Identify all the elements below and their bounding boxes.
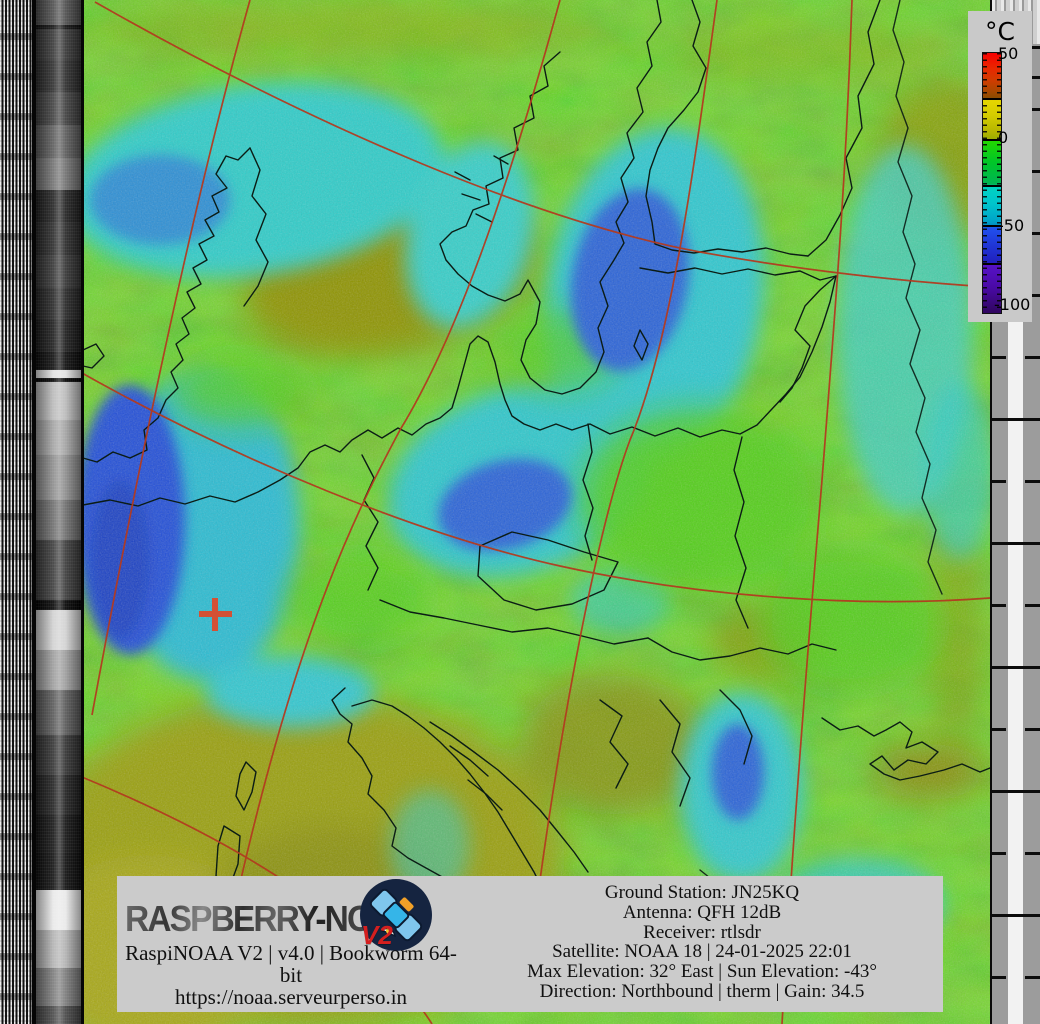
colorbar-separator — [983, 225, 1001, 227]
colorbar-separator — [983, 185, 1001, 187]
apt-sync-banding — [0, 0, 32, 1024]
legend-tick-label: 50 — [998, 44, 1019, 63]
graticule-parallel — [94, 1, 991, 288]
colorbar-separator — [983, 139, 1001, 141]
apt-telemetry-wedges — [36, 0, 81, 1024]
graticule-meridian — [237, 0, 561, 893]
colorbar-separator — [983, 98, 1001, 100]
ground-station-marker-icon — [199, 598, 232, 631]
temperature-legend: °C 50 0 -50 -100 — [968, 11, 1032, 322]
legend-tick-label: 0 — [998, 128, 1009, 147]
station-url: https://noaa.serveurperso.in — [174, 985, 408, 1009]
software-version-line-2: bit — [279, 963, 303, 987]
graticule-lines — [81, 0, 991, 1024]
station-info-panel: RASPBERRY-NOAA V2 RaspiNOAA V2 | v4.0 | … — [117, 876, 943, 1012]
apt-telemetry-shading — [36, 0, 81, 1024]
graticule-parallel — [81, 372, 991, 603]
software-version-line-1: RaspiNOAA V2 | v4.0 | Bookworm 64- — [125, 941, 457, 965]
legend-tick-label: -100 — [994, 295, 1031, 314]
raspberry-noaa-logo-wordmark: RASPBERRY-NOAA — [125, 898, 418, 939]
legend-title: °C — [985, 17, 1015, 46]
graticule-meridian — [539, 0, 718, 881]
apt-strip-divider — [32, 0, 36, 1024]
graticule-meridian — [781, 0, 853, 1024]
station-software-block: RaspiNOAA V2 | v4.0 | Bookworm 64- bit h… — [117, 942, 465, 1008]
satellite-pass-line: Satellite: NOAA 18 | 24-01-2025 22:01 — [552, 941, 852, 963]
logo-satellite-icon — [360, 879, 432, 951]
colorbar-separator — [983, 263, 1001, 265]
graticule-meridian — [91, 0, 251, 716]
legend-tick-label: -50 — [998, 216, 1025, 235]
apt-image-left-border — [81, 0, 84, 1024]
logo-version-badge: V2 — [361, 920, 393, 950]
elevation-line: Max Elevation: 32° East | Sun Elevation:… — [527, 961, 877, 983]
ground-station-line: Ground Station: JN25KQ — [604, 882, 800, 903]
station-details-block: Ground Station: JN25KQ Antenna: QFH 12dB… — [467, 883, 937, 1002]
direction-gain-line: Direction: Northbound | therm | Gain: 34… — [539, 980, 865, 1002]
receiver-line: Receiver: rtlsdr — [643, 921, 761, 943]
colorbar-ticks-right — [997, 53, 1001, 313]
colorbar-ticks-left — [983, 53, 987, 313]
antenna-line: Antenna: QFH 12dB — [622, 901, 782, 923]
apt-sync-stripes — [0, 0, 32, 1024]
legend-colorbar — [982, 52, 1002, 314]
